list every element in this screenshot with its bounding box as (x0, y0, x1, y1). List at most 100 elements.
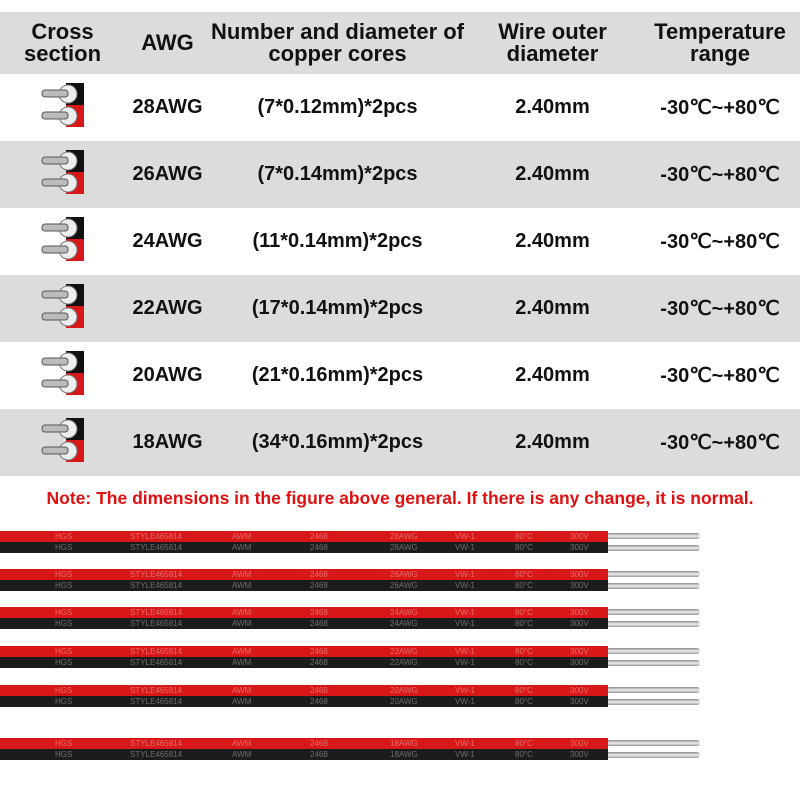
cross-section-cell (0, 416, 125, 469)
cores-cell: (34*0.16mm)*2pcs (251, 431, 424, 453)
wire-sample: HGS STYLE465814 AWM 2468 24AWG VW-1 80°C 300V H… (0, 607, 700, 629)
wire-print: 300V (570, 543, 589, 552)
copper-strand (608, 533, 700, 539)
wire-sample: HGS STYLE465814 AWM 2468 20AWG VW-1 80°C 300V H… (0, 685, 700, 707)
cross-section-icon (41, 418, 84, 462)
wire-print: VW-1 (455, 658, 475, 667)
wire-print: HGS (55, 619, 73, 628)
header-cross-section: Cross section (23, 19, 102, 66)
wire-print: AWM (232, 697, 252, 706)
wire-print: 80°C (515, 619, 533, 628)
copper-strand (608, 699, 700, 705)
diameter-cell: 2.40mm (515, 230, 590, 252)
wire-print: AWM (232, 570, 252, 579)
wire-print: 80°C (515, 686, 533, 695)
wire-print: AWM (232, 543, 252, 552)
wire-print: 28AWG (390, 543, 418, 552)
wire-print: 2468 (310, 750, 328, 759)
red-conductor: HGS STYLE465814 AWM 2468 26AWG VW-1 80°C 300V (0, 569, 608, 580)
copper-strand (608, 648, 700, 654)
temperature-cell: -30℃~+80℃ (660, 97, 780, 119)
wire-print: 300V (570, 581, 589, 590)
black-conductor: HGS STYLE465814 AWM 2468 18AWG VW-1 80°C 300V (0, 749, 608, 760)
table-row: 18AWG (34*0.16mm)*2pcs 2.40mm -30℃~+80℃ (0, 409, 800, 476)
wire-print: VW-1 (455, 619, 475, 628)
cross-section-icon (41, 150, 84, 194)
wire-print: HGS (55, 647, 73, 656)
wire-print: 2468 (310, 739, 328, 748)
black-conductor: HGS STYLE465814 AWM 2468 26AWG VW-1 80°C 300V (0, 580, 608, 591)
wire-print: 80°C (515, 570, 533, 579)
cross-section-icon (41, 284, 84, 328)
wire-print: 80°C (515, 647, 533, 656)
wire-print: AWM (232, 658, 252, 667)
wire-print: 2468 (310, 581, 328, 590)
temperature-cell: -30℃~+80℃ (660, 298, 780, 320)
wire-print: 300V (570, 570, 589, 579)
copper-strand (608, 687, 700, 693)
wire-print: AWM (232, 608, 252, 617)
copper-strand (608, 752, 700, 758)
wire-print: AWM (232, 619, 252, 628)
wire-print: 2468 (310, 543, 328, 552)
wire-print: HGS (55, 750, 73, 759)
copper-strand (608, 740, 700, 746)
wire-print: HGS (55, 658, 73, 667)
cross-section-cell (0, 349, 125, 402)
copper-strand (608, 609, 700, 615)
wire-print: VW-1 (455, 686, 475, 695)
cores-cell: (7*0.12mm)*2pcs (257, 96, 418, 118)
awg-cell: 22AWG (132, 297, 203, 319)
wire-print: AWM (232, 581, 252, 590)
cross-section-cell (0, 215, 125, 268)
wire-print: AWM (232, 750, 252, 759)
diameter-cell: 2.40mm (515, 163, 590, 185)
wire-print: 2468 (310, 532, 328, 541)
wire-print: STYLE465814 (130, 543, 183, 552)
black-conductor: HGS STYLE465814 AWM 2468 24AWG VW-1 80°C 300V (0, 618, 608, 629)
wire-print: 20AWG (390, 697, 418, 706)
wire-sample: HGS STYLE465814 AWM 2468 22AWG VW-1 80°C 300V H… (0, 646, 700, 668)
cross-section-cell (0, 282, 125, 335)
wire-sample: HGS STYLE465814 AWM 2468 28AWG VW-1 80°C 300V H… (0, 531, 700, 553)
cross-section-cell (0, 148, 125, 201)
wire-print: 300V (570, 608, 589, 617)
black-conductor: HGS STYLE465814 AWM 2468 22AWG VW-1 80°C 300V (0, 657, 608, 668)
header-diameter: Wire outer diameter (498, 19, 607, 66)
wire-print: VW-1 (455, 581, 475, 590)
wire-print: VW-1 (455, 532, 475, 541)
wire-print: 300V (570, 686, 589, 695)
wire-print: STYLE465814 (130, 647, 183, 656)
awg-cell: 24AWG (132, 230, 203, 252)
awg-cell: 20AWG (132, 364, 203, 386)
wire-print: STYLE465814 (130, 658, 183, 667)
wire-print: HGS (55, 697, 73, 706)
wire-print: HGS (55, 543, 73, 552)
wire-sample: HGS STYLE465814 AWM 2468 18AWG VW-1 80°C 300V H… (0, 738, 700, 760)
copper-strand (608, 660, 700, 666)
copper-strand (608, 621, 700, 627)
wire-print: STYLE465814 (130, 739, 183, 748)
copper-strand (608, 583, 700, 589)
wire-print: STYLE465814 (130, 686, 183, 695)
wire-print: 300V (570, 647, 589, 656)
cross-section-icon (41, 217, 84, 261)
wire-print: HGS (55, 532, 73, 541)
wire-print: STYLE465814 (130, 532, 183, 541)
red-conductor: HGS STYLE465814 AWM 2468 20AWG VW-1 80°C 300V (0, 685, 608, 696)
wire-sample: HGS STYLE465814 AWM 2468 26AWG VW-1 80°C 300V H… (0, 569, 700, 591)
wire-print: 80°C (515, 608, 533, 617)
table-row: 28AWG (7*0.12mm)*2pcs 2.40mm -30℃~+80℃ (0, 74, 800, 141)
wire-print: 26AWG (390, 570, 418, 579)
wire-print: 2468 (310, 686, 328, 695)
wire-print: 80°C (515, 750, 533, 759)
wire-print: 300V (570, 619, 589, 628)
copper-strand (608, 545, 700, 551)
diameter-cell: 2.40mm (515, 96, 590, 118)
temperature-cell: -30℃~+80℃ (660, 432, 780, 454)
wire-print: 2468 (310, 658, 328, 667)
awg-cell: 18AWG (132, 431, 203, 453)
red-conductor: HGS STYLE465814 AWM 2468 28AWG VW-1 80°C 300V (0, 531, 608, 542)
wire-print: 24AWG (390, 608, 418, 617)
wire-print: 26AWG (390, 581, 418, 590)
